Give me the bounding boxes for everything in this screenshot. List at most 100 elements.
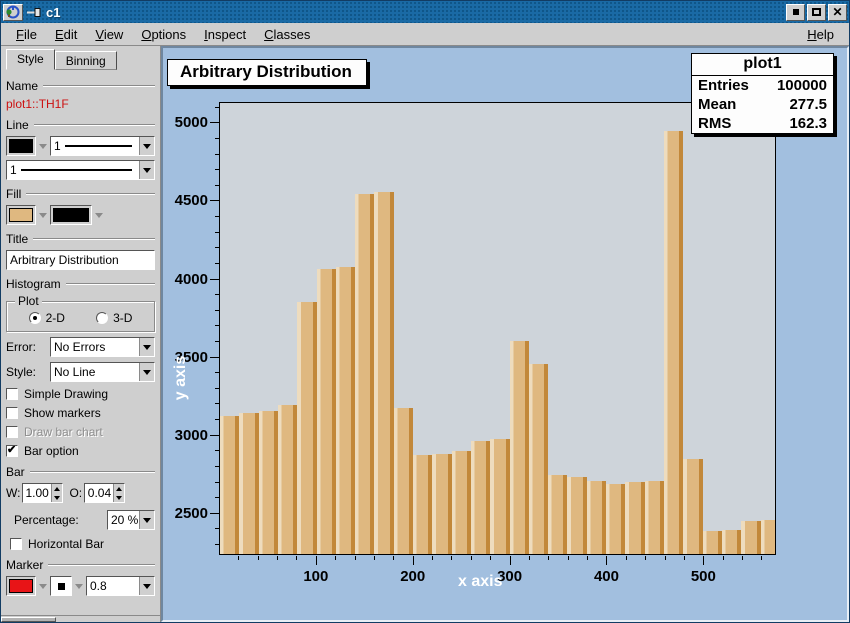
error-combo-dropdown-icon[interactable] xyxy=(139,338,154,356)
root-canvas[interactable]: Arbitrary Distribution plot1 Entries 1000… xyxy=(161,46,849,622)
histogram-bar[interactable] xyxy=(683,459,703,554)
marker-color-swatch[interactable] xyxy=(6,576,36,596)
x-axis-tick-label: 100 xyxy=(303,568,329,585)
editor-hscrollbar[interactable] xyxy=(1,615,160,622)
histogram-bar[interactable] xyxy=(220,415,240,554)
histogram-bar[interactable] xyxy=(567,477,587,554)
axis-tick xyxy=(374,556,375,560)
tab-style[interactable]: Style xyxy=(6,49,55,70)
histogram-bar[interactable] xyxy=(760,519,775,554)
editor-tabs: Style Binning xyxy=(6,49,155,70)
line-width-combo[interactable]: 1 xyxy=(50,136,155,156)
axis-tick xyxy=(215,107,219,108)
fill-color-dropdown-icon[interactable] xyxy=(38,205,48,225)
menu-inspect[interactable]: Inspect xyxy=(204,26,247,42)
checkbox-draw-bar-chart: Draw bar chart xyxy=(6,425,155,439)
histogram-bar[interactable] xyxy=(509,340,529,554)
histogram-bar[interactable] xyxy=(413,455,433,554)
axis-tick xyxy=(277,556,278,560)
root-logo-icon[interactable] xyxy=(3,3,23,21)
histogram-bar[interactable] xyxy=(490,438,510,554)
marker-section-header: Marker xyxy=(6,558,155,572)
bar-width-spin-arrows[interactable] xyxy=(51,484,63,502)
checkbox-simple-drawing[interactable]: Simple Drawing xyxy=(6,387,155,401)
histogram-bar[interactable] xyxy=(316,268,336,554)
line-color-dropdown-icon[interactable] xyxy=(38,136,48,156)
marker-size-combo[interactable]: 0.8 xyxy=(86,576,155,596)
editor-hscrollbar-thumb[interactable] xyxy=(1,617,56,622)
plot-frame[interactable] xyxy=(219,102,776,555)
menu-classes[interactable]: Classes xyxy=(264,26,311,42)
histogram-bar[interactable] xyxy=(586,480,607,554)
histogram-bar[interactable] xyxy=(528,364,549,554)
marker-style-dropdown-icon[interactable] xyxy=(74,576,84,596)
checkbox-bar-option[interactable]: Bar option xyxy=(6,443,155,458)
axis-tick xyxy=(587,556,588,560)
title-input[interactable] xyxy=(6,250,155,270)
checkbox-horizontal-bar[interactable]: Horizontal Bar xyxy=(10,537,155,551)
percentage-combo[interactable]: 20 % xyxy=(107,510,155,530)
y-axis-title[interactable]: y axis xyxy=(172,355,189,401)
stats-row-entries: Entries 100000 xyxy=(698,77,827,94)
histogram-bar[interactable] xyxy=(470,441,491,554)
menu-bar: File Edit View Options Inspect Classes H… xyxy=(1,23,849,46)
histogram-bar[interactable] xyxy=(277,405,298,554)
pin-icon[interactable] xyxy=(27,7,41,18)
bar-offset-spinbox[interactable]: 0.04 xyxy=(84,483,126,503)
histogram-section-header: Histogram xyxy=(6,277,155,291)
fill-pattern-swatch[interactable] xyxy=(50,205,92,225)
bar-width-spinbox[interactable]: 1.00 xyxy=(22,483,64,503)
menu-help[interactable]: Help xyxy=(807,26,834,42)
histogram-bar[interactable] xyxy=(374,192,394,554)
histogram-bar[interactable] xyxy=(721,529,742,554)
tab-binning[interactable]: Binning xyxy=(54,51,117,70)
percentage-dropdown-icon[interactable] xyxy=(139,511,154,529)
style-combo-dropdown-icon[interactable] xyxy=(139,363,154,381)
histogram-bar[interactable] xyxy=(741,521,761,554)
marker-style-swatch[interactable] xyxy=(50,576,72,596)
histogram-bar[interactable] xyxy=(625,481,645,554)
histogram-bar[interactable] xyxy=(664,131,684,554)
histogram-bar[interactable] xyxy=(606,484,626,554)
line-width-dropdown-icon[interactable] xyxy=(139,137,154,155)
axis-tick xyxy=(432,556,433,560)
histogram-bar[interactable] xyxy=(393,407,414,554)
minimize-button[interactable] xyxy=(786,3,805,21)
close-button[interactable]: ✕ xyxy=(828,3,847,21)
line-style-combo[interactable]: 1 xyxy=(6,160,155,180)
histogram-bar[interactable] xyxy=(548,475,568,554)
histogram-bar[interactable] xyxy=(355,193,375,554)
x-axis-title[interactable]: x axis xyxy=(458,573,503,590)
histogram-bar[interactable] xyxy=(239,413,259,554)
bar-offset-spin-arrows[interactable] xyxy=(113,484,125,502)
marker-color-dropdown-icon[interactable] xyxy=(38,576,48,596)
radio-2d[interactable]: 2-D xyxy=(28,311,65,325)
line-style-dropdown-icon[interactable] xyxy=(139,161,154,179)
histogram-title-box[interactable]: Arbitrary Distribution xyxy=(167,59,367,86)
fill-pattern-dropdown-icon[interactable] xyxy=(94,205,104,225)
histogram-bar[interactable] xyxy=(258,410,278,554)
line-color-swatch[interactable] xyxy=(6,136,36,156)
menu-view[interactable]: View xyxy=(95,26,124,42)
bar-offset-value: 0.04 xyxy=(87,486,112,500)
menu-file[interactable]: File xyxy=(16,26,37,42)
marker-size-dropdown-icon[interactable] xyxy=(139,577,154,595)
histogram-bar[interactable] xyxy=(432,453,452,554)
histogram-bar[interactable] xyxy=(702,530,722,554)
y-axis-tick-label: 5000 xyxy=(174,114,208,132)
menu-edit[interactable]: Edit xyxy=(54,26,78,42)
checkbox-show-markers[interactable]: Show markers xyxy=(6,406,155,420)
histogram-bar[interactable] xyxy=(644,480,664,554)
error-combo[interactable]: No Errors xyxy=(50,337,155,357)
title-bar[interactable]: c1 ✕ xyxy=(1,1,849,23)
stats-box[interactable]: plot1 Entries 100000 Mean 277.5 RMS 162.3 xyxy=(691,53,834,134)
menu-options[interactable]: Options xyxy=(141,26,187,42)
maximize-button[interactable] xyxy=(807,3,826,21)
style-combo[interactable]: No Line xyxy=(50,362,155,382)
fill-color-swatch[interactable] xyxy=(6,205,36,225)
radio-3d[interactable]: 3-D xyxy=(96,311,132,325)
histogram-bar[interactable] xyxy=(335,267,356,554)
histogram-bar[interactable] xyxy=(297,302,317,554)
histogram-bar[interactable] xyxy=(451,451,471,554)
